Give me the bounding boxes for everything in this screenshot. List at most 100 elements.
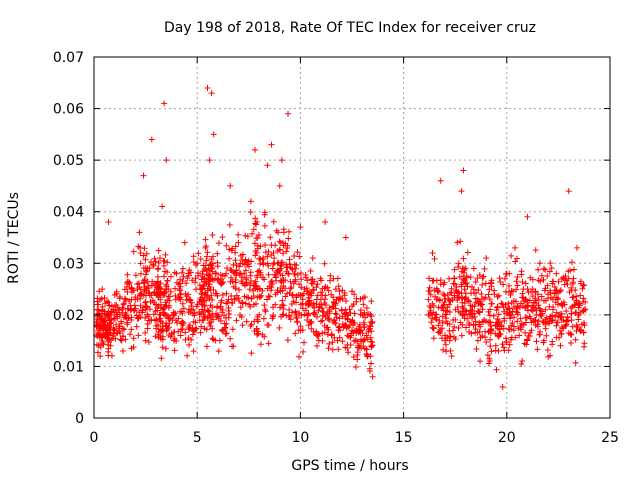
- data-point: [276, 246, 283, 253]
- data-point: [567, 267, 574, 274]
- data-point: [540, 276, 547, 283]
- data-point: [220, 279, 227, 286]
- data-point: [218, 299, 225, 306]
- data-point: [180, 305, 187, 312]
- data-point: [261, 302, 268, 309]
- data-point: [368, 313, 375, 320]
- data-point: [486, 319, 493, 326]
- data-point: [514, 311, 521, 318]
- data-point: [214, 259, 221, 266]
- data-point: [276, 238, 283, 245]
- data-point: [134, 281, 141, 288]
- data-point: [279, 311, 286, 318]
- data-point: [369, 318, 376, 325]
- data-point: [310, 286, 317, 293]
- data-point: [199, 294, 206, 301]
- data-point: [293, 311, 300, 318]
- data-point: [153, 325, 160, 332]
- data-point: [508, 322, 515, 329]
- data-point: [142, 299, 149, 306]
- data-point: [154, 322, 161, 329]
- data-point: [183, 280, 190, 287]
- data-point: [500, 281, 507, 288]
- data-point: [184, 352, 191, 359]
- data-point: [118, 337, 125, 344]
- data-point: [339, 313, 346, 320]
- data-point: [162, 345, 169, 352]
- data-point: [553, 270, 560, 277]
- data-point: [368, 360, 375, 367]
- data-point: [95, 349, 102, 356]
- data-point: [188, 303, 195, 310]
- data-point: [438, 305, 445, 312]
- data-point: [282, 285, 289, 292]
- data-point: [431, 255, 438, 262]
- data-point: [209, 316, 216, 323]
- data-point: [440, 346, 447, 353]
- data-point: [578, 327, 585, 334]
- data-point: [137, 270, 144, 277]
- data-point: [547, 352, 554, 359]
- data-point: [105, 336, 112, 343]
- data-point: [310, 310, 317, 317]
- data-point: [352, 337, 359, 344]
- data-point: [503, 270, 510, 277]
- data-point: [239, 274, 246, 281]
- data-point: [353, 298, 360, 305]
- data-point: [480, 295, 487, 302]
- data-point: [351, 291, 358, 298]
- data-point: [299, 292, 306, 299]
- data-point: [287, 316, 294, 323]
- data-point: [285, 235, 292, 242]
- data-point: [223, 330, 230, 337]
- data-point: [107, 308, 114, 315]
- data-point: [509, 320, 516, 326]
- data-point: [173, 337, 180, 344]
- data-point: [241, 270, 248, 277]
- data-point: [535, 296, 542, 303]
- data-point: [463, 279, 470, 286]
- data-point: [176, 295, 183, 302]
- data-point: [549, 317, 556, 324]
- data-point: [192, 279, 199, 286]
- data-point: [349, 288, 356, 295]
- data-point: [207, 261, 214, 268]
- data-point: [130, 248, 137, 255]
- data-point: [150, 261, 157, 268]
- data-point: [561, 301, 568, 308]
- data-point: [496, 326, 503, 333]
- data-point: [115, 306, 122, 313]
- data-point: [579, 285, 586, 292]
- data-point: [512, 244, 519, 251]
- data-point: [257, 294, 264, 301]
- data-point: [190, 327, 197, 334]
- data-point: [111, 327, 118, 334]
- data-point: [488, 277, 495, 284]
- data-point: [171, 347, 178, 354]
- data-point: [279, 301, 286, 308]
- data-point: [232, 249, 239, 256]
- data-point: [276, 182, 283, 189]
- data-point: [354, 352, 361, 359]
- data-point: [206, 157, 213, 164]
- data-point: [351, 319, 358, 326]
- data-point: [448, 285, 455, 292]
- data-point: [572, 336, 579, 343]
- data-point: [111, 292, 118, 299]
- data-point: [499, 341, 506, 348]
- data-point: [331, 317, 338, 324]
- data-point: [460, 269, 467, 276]
- data-point: [321, 296, 328, 303]
- data-point: [210, 131, 217, 138]
- data-point: [155, 259, 162, 266]
- data-point: [280, 302, 287, 309]
- data-point: [307, 267, 314, 274]
- data-point: [567, 339, 574, 346]
- data-point: [430, 325, 437, 332]
- data-point: [204, 84, 211, 91]
- data-point: [493, 307, 500, 314]
- data-point: [285, 110, 292, 117]
- data-point: [292, 278, 299, 285]
- data-point: [247, 282, 254, 289]
